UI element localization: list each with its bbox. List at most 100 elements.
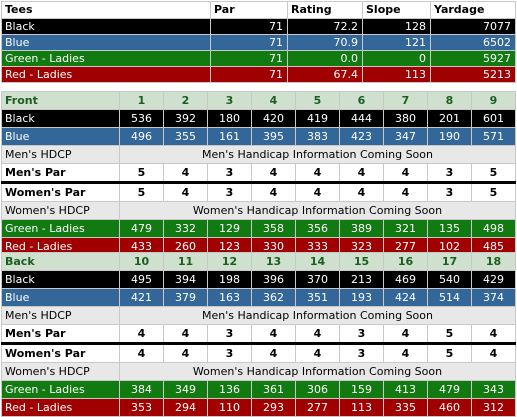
par-cell: 4 xyxy=(383,324,428,345)
par-cell: 4 xyxy=(251,343,296,363)
par-cell: 5 xyxy=(471,182,516,202)
yardage-cell: 335 xyxy=(383,398,428,417)
back-blue-row: Blue 421 379 163 362 351 193 424 514 374 xyxy=(1,288,516,307)
front-label: Front xyxy=(1,91,120,110)
front-mens-par-row: Men's Par 5 4 3 4 4 4 4 3 5 xyxy=(1,163,516,184)
back-label: Back xyxy=(1,252,120,271)
yardage-cell: 163 xyxy=(207,288,252,307)
yardage-cell: 213 xyxy=(339,270,384,289)
back-header-row: Back 10 11 12 13 14 15 16 17 18 xyxy=(1,252,516,271)
yardage-cell: 479 xyxy=(427,380,472,399)
tee-name: Red - Ladies xyxy=(1,66,211,83)
par-cell: 4 xyxy=(163,343,208,363)
par-cell: 5 xyxy=(119,182,164,202)
header-par: Par xyxy=(210,1,288,19)
tee-yardage: 5927 xyxy=(430,50,516,67)
header-tees: Tees xyxy=(1,1,211,19)
hole-number: 9 xyxy=(471,91,516,110)
front-womens-hdcp-row: Women's HDCP Women's Handicap Informatio… xyxy=(1,201,516,220)
par-cell: 4 xyxy=(339,182,384,202)
hole-number: 13 xyxy=(251,252,296,271)
yardage-cell: 571 xyxy=(471,127,516,146)
row-label: Blue xyxy=(1,288,120,307)
tee-par: 71 xyxy=(210,50,288,67)
yardage-cell: 420 xyxy=(251,109,296,128)
par-cell: 4 xyxy=(119,324,164,345)
hole-number: 2 xyxy=(163,91,208,110)
yardage-cell: 293 xyxy=(251,398,296,417)
yardage-cell: 514 xyxy=(427,288,472,307)
yardage-cell: 379 xyxy=(163,288,208,307)
yardage-cell: 392 xyxy=(163,109,208,128)
par-cell: 4 xyxy=(383,343,428,363)
yardage-cell: 419 xyxy=(295,109,340,128)
tee-slope: 121 xyxy=(362,34,431,51)
front-black-row: Black 536 392 180 420 419 444 380 201 60… xyxy=(1,109,516,128)
summary-header-row: Tees Par Rating Slope Yardage xyxy=(1,1,516,19)
hole-number: 15 xyxy=(339,252,384,271)
hole-number: 7 xyxy=(383,91,428,110)
front-womens-par-row: Women's Par 5 4 3 4 4 4 4 3 5 xyxy=(1,182,516,202)
yardage-cell: 102 xyxy=(427,237,472,256)
par-cell: 4 xyxy=(295,343,340,363)
tee-rating: 67.4 xyxy=(287,66,363,83)
hole-number: 1 xyxy=(119,91,164,110)
hdcp-message: Men's Handicap Information Coming Soon xyxy=(119,145,516,164)
hole-number: 12 xyxy=(207,252,252,271)
tee-slope: 113 xyxy=(362,66,431,83)
hole-number: 17 xyxy=(427,252,472,271)
par-cell: 3 xyxy=(339,343,384,363)
tee-yardage: 6502 xyxy=(430,34,516,51)
tee-yardage: 7077 xyxy=(430,18,516,35)
yardage-cell: 190 xyxy=(427,127,472,146)
par-cell: 5 xyxy=(119,163,164,184)
par-cell: 4 xyxy=(383,182,428,202)
row-label: Men's Par xyxy=(1,163,120,184)
par-cell: 3 xyxy=(207,182,252,202)
yardage-cell: 343 xyxy=(471,380,516,399)
yardage-cell: 540 xyxy=(427,270,472,289)
tee-par: 71 xyxy=(210,18,288,35)
hole-number: 6 xyxy=(339,91,384,110)
par-cell: 4 xyxy=(163,163,208,184)
yardage-cell: 374 xyxy=(471,288,516,307)
yardage-cell: 333 xyxy=(295,237,340,256)
yardage-cell: 423 xyxy=(339,127,384,146)
summary-row-black: Black 71 72.2 128 7077 xyxy=(1,18,516,35)
yardage-cell: 394 xyxy=(163,270,208,289)
row-label: Green - Ladies xyxy=(1,219,120,238)
front-blue-row: Blue 496 355 161 395 383 423 347 190 571 xyxy=(1,127,516,146)
par-cell: 4 xyxy=(251,324,296,345)
hole-number: 5 xyxy=(295,91,340,110)
row-label: Black xyxy=(1,270,120,289)
yardage-cell: 433 xyxy=(119,237,164,256)
yardage-cell: 330 xyxy=(251,237,296,256)
yardage-cell: 362 xyxy=(251,288,296,307)
par-cell: 4 xyxy=(295,182,340,202)
par-cell: 4 xyxy=(163,324,208,345)
hole-number: 18 xyxy=(471,252,516,271)
yardage-cell: 383 xyxy=(295,127,340,146)
row-label: Black xyxy=(1,109,120,128)
yardage-cell: 361 xyxy=(251,380,296,399)
yardage-cell: 135 xyxy=(427,219,472,238)
header-yardage: Yardage xyxy=(430,1,516,19)
front-header-row: Front 1 2 3 4 5 6 7 8 9 xyxy=(1,91,516,110)
yardage-cell: 277 xyxy=(295,398,340,417)
par-cell: 3 xyxy=(207,343,252,363)
par-cell: 4 xyxy=(295,163,340,184)
hdcp-message: Women's Handicap Information Coming Soon xyxy=(119,201,516,220)
header-rating: Rating xyxy=(287,1,363,19)
par-cell: 3 xyxy=(427,163,472,184)
yardage-cell: 413 xyxy=(383,380,428,399)
yardage-cell: 180 xyxy=(207,109,252,128)
tee-par: 71 xyxy=(210,34,288,51)
yardage-cell: 347 xyxy=(383,127,428,146)
tee-summary-table: Tees Par Rating Slope Yardage Black 71 7… xyxy=(1,1,516,83)
yardage-cell: 353 xyxy=(119,398,164,417)
yardage-cell: 536 xyxy=(119,109,164,128)
row-label: Men's Par xyxy=(1,324,120,345)
header-slope: Slope xyxy=(362,1,431,19)
row-label: Men's HDCP xyxy=(1,145,120,164)
back-nine-table: Back 10 11 12 13 14 15 16 17 18 Black 49… xyxy=(1,252,516,417)
